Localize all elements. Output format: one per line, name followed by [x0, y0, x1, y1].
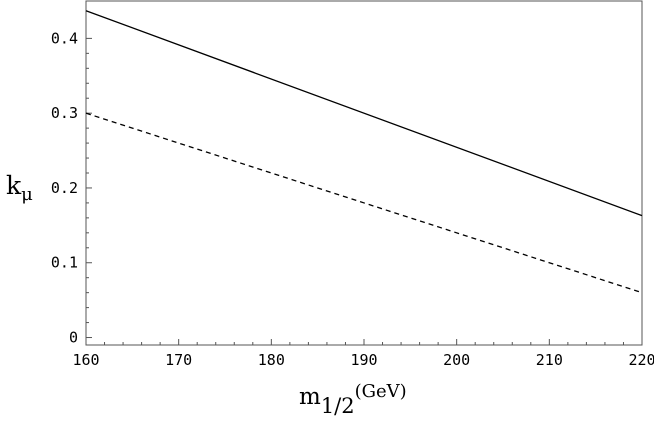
y-axis-label: kμ	[6, 171, 33, 205]
y-axis-label-main: k	[6, 171, 22, 200]
series-layer	[85, 10, 643, 294]
x-tick-label: 190	[350, 351, 377, 369]
x-axis-label-main: m	[299, 384, 321, 410]
x-axis-ticks: 160 170 180 190 200 210 220	[72, 339, 654, 369]
series-line-1	[85, 10, 643, 217]
y-tick-label: 0.4	[51, 29, 78, 47]
series-line-2	[85, 112, 643, 294]
y-tick-label: 0.2	[51, 179, 78, 197]
x-axis-label-unit: (GeV)	[355, 381, 407, 402]
x-tick-label: 220	[628, 351, 654, 369]
x-axis-label: m1/2(GeV)	[299, 381, 407, 418]
x-tick-label: 210	[536, 351, 563, 369]
y-tick-label: 0.1	[51, 254, 78, 272]
x-tick-label: 180	[258, 351, 285, 369]
x-tick-label: 200	[443, 351, 470, 369]
x-tick-label: 160	[72, 351, 99, 369]
x-axis-label-subscript: 1/2	[321, 394, 355, 418]
y-tick-label: 0.3	[51, 104, 78, 122]
y-tick-label: 0	[69, 329, 78, 347]
plot-frame	[85, 0, 643, 346]
x-tick-label: 170	[165, 351, 192, 369]
y-axis-label-subscript: μ	[21, 184, 33, 205]
y-axis-ticks: 0 0.1 0.2 0.3 0.4	[51, 29, 92, 347]
